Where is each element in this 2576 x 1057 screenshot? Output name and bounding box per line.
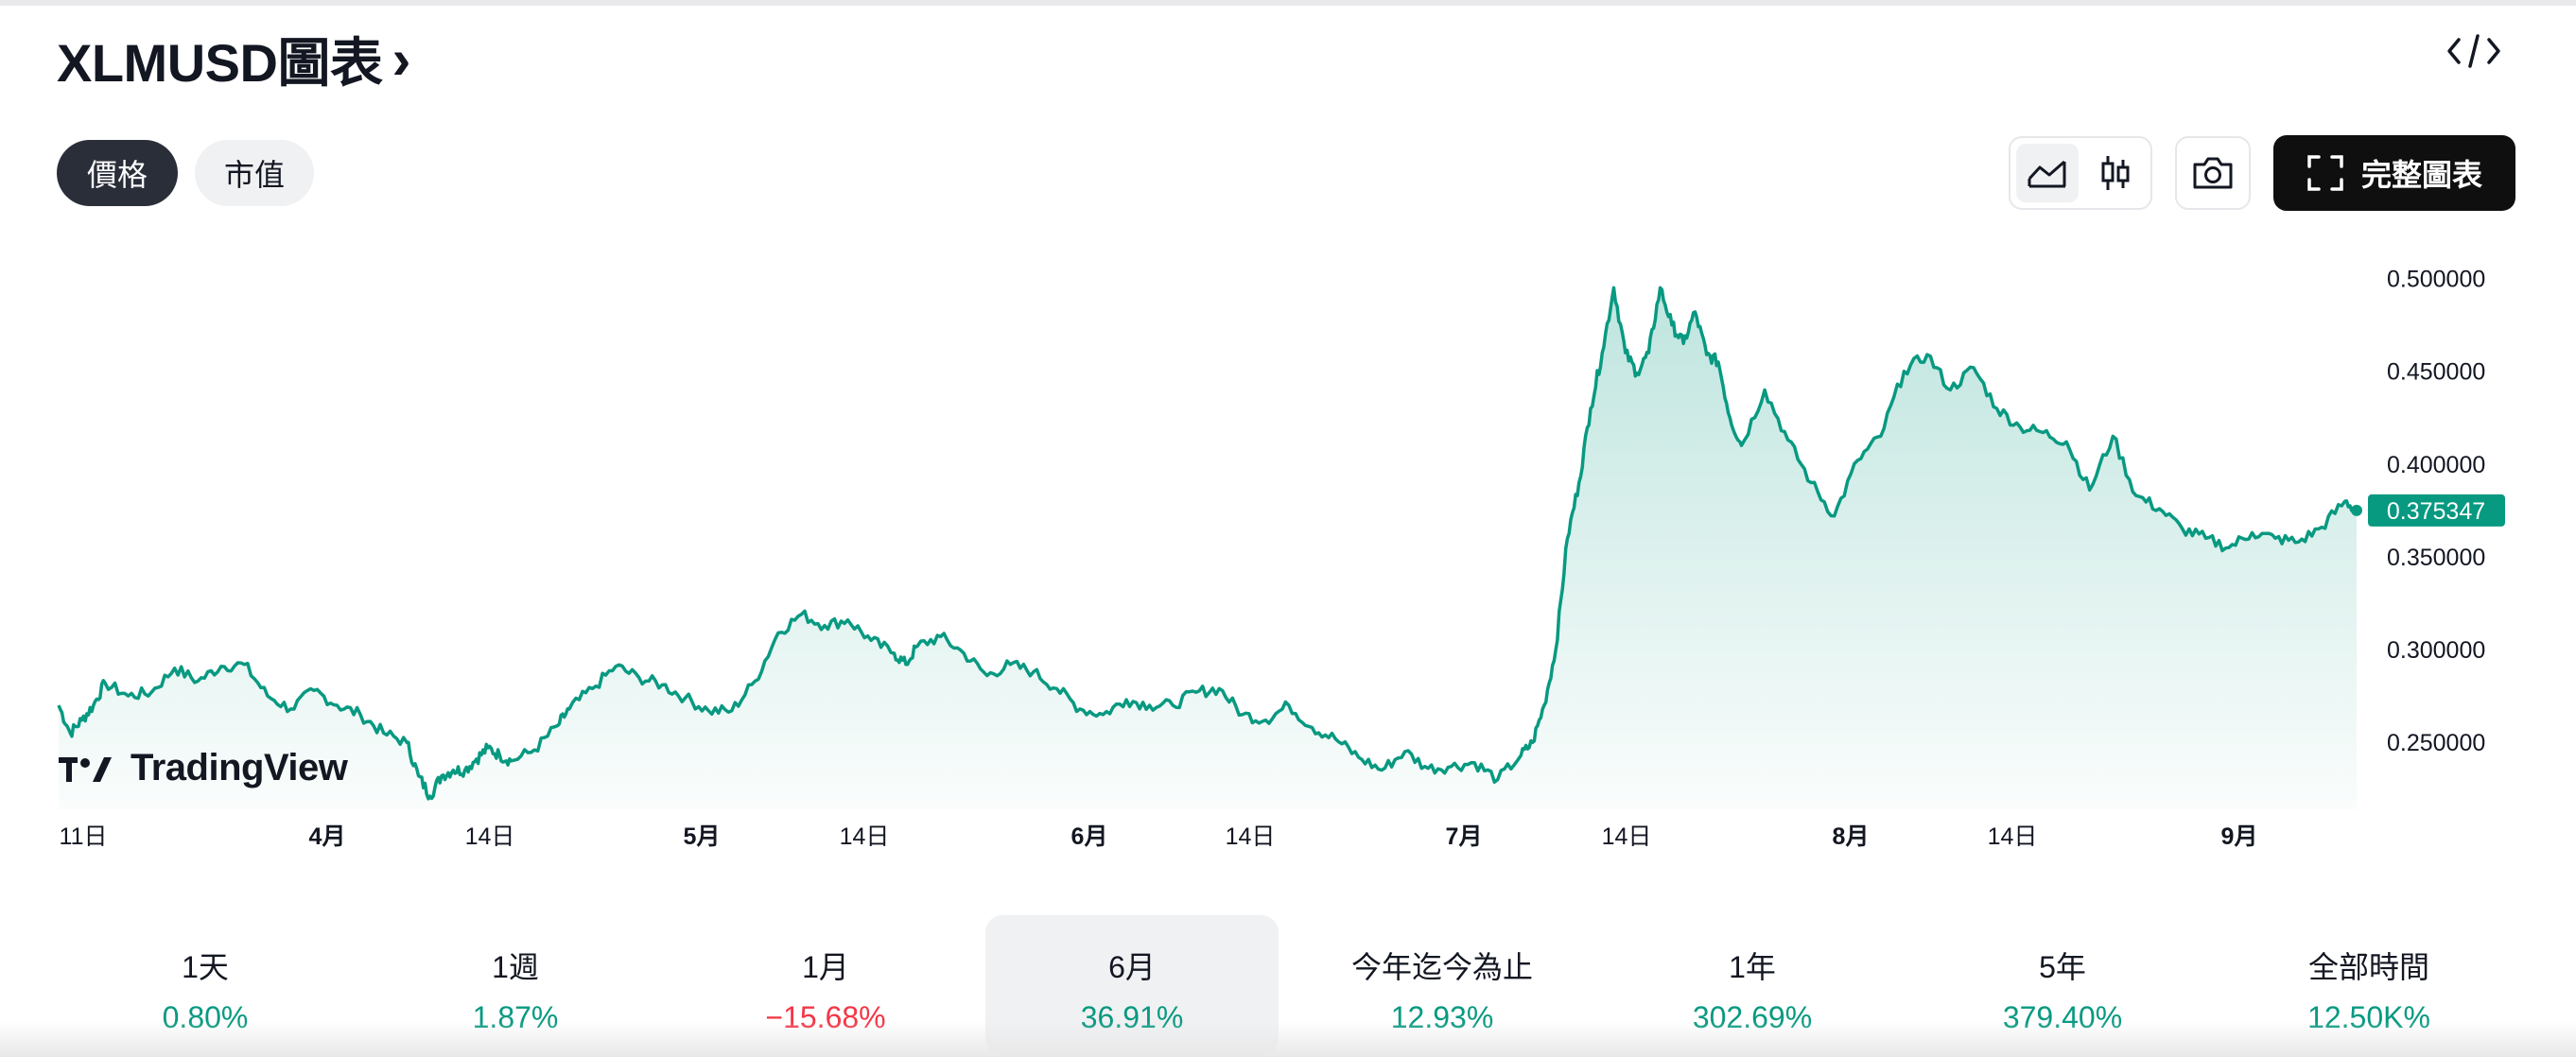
current-price-badge	[2368, 494, 2505, 527]
x-tick-label: 9月	[2221, 823, 2258, 850]
period-5y[interactable]: 5年 379.40%	[1916, 915, 2209, 1055]
chart-style-switcher	[2009, 136, 2152, 210]
current-price-label: 0.375347	[2387, 498, 2485, 525]
candlestick-icon[interactable]	[2084, 144, 2147, 202]
period-all-time[interactable]: 全部時間 12.50K%	[2222, 915, 2515, 1055]
x-tick-label: 14日	[1988, 823, 2038, 850]
period-change: 12.50K%	[2307, 1000, 2430, 1034]
full-chart-button[interactable]: 完整圖表	[2273, 135, 2515, 211]
x-tick-label: 6月	[1071, 823, 1108, 850]
x-tick-label: 14日	[465, 823, 515, 850]
y-tick-label: 0.450000	[2387, 359, 2485, 386]
camera-icon[interactable]	[2175, 136, 2251, 210]
period-label: 1月	[802, 950, 849, 984]
top-divider	[0, 0, 2576, 6]
period-label: 全部時間	[2307, 950, 2429, 984]
period-label: 6月	[1108, 950, 1156, 984]
y-tick-label: 0.250000	[2387, 730, 2485, 756]
chevron-right-icon: ›	[392, 27, 410, 91]
title-text: XLMUSD圖表	[57, 33, 383, 93]
y-tick-label: 0.500000	[2387, 267, 2485, 293]
price-area-fill	[59, 287, 2357, 809]
period-change: −15.68%	[765, 1000, 886, 1034]
area-chart-icon[interactable]	[2016, 144, 2079, 202]
x-tick-label: 5月	[684, 823, 721, 850]
tab-price[interactable]: 價格	[57, 140, 178, 206]
x-tick-label: 7月	[1446, 823, 1483, 850]
y-tick-label: 0.300000	[2387, 637, 2485, 664]
x-tick-label: 8月	[1833, 823, 1870, 850]
price-chart[interactable]: 0.500000 0.450000 0.400000 0.350000 0.300000…	[0, 0, 2576, 908]
period-1y[interactable]: 1年 302.69%	[1606, 915, 1899, 1055]
watermark-text: TradingView	[131, 747, 348, 788]
period-change: 36.91%	[1080, 1000, 1184, 1034]
tradingview-logo-icon	[59, 756, 112, 782]
period-change: 1.87%	[472, 1000, 559, 1034]
code-icon[interactable]	[2445, 28, 2502, 74]
period-label: 1年	[1729, 950, 1776, 984]
tradingview-watermark: TradingView	[59, 747, 348, 789]
x-tick-label: 14日	[840, 823, 890, 850]
period-label: 今年迄今為止	[1350, 950, 1533, 984]
page-title[interactable]: XLMUSD圖表 ›	[57, 21, 410, 97]
period-1w[interactable]: 1週 1.87%	[369, 915, 662, 1055]
current-price-dot	[2351, 504, 2362, 516]
x-tick-label: 11日	[60, 823, 108, 850]
period-performance-row: 1天 0.80% 1週 1.87% 1月 −15.68% 6月 36.91% 今…	[0, 908, 2576, 1057]
x-tick-label: 14日	[1602, 823, 1652, 850]
period-change: 0.80%	[162, 1000, 249, 1034]
full-chart-label: 完整圖表	[2360, 158, 2482, 192]
period-change: 302.69%	[1692, 1000, 1813, 1034]
period-label: 1天	[182, 950, 229, 984]
tab-market-cap[interactable]: 市值	[195, 140, 314, 206]
y-tick-label: 0.350000	[2387, 545, 2485, 571]
period-label: 1週	[492, 950, 539, 984]
x-tick-label: 4月	[309, 823, 346, 850]
x-tick-label: 14日	[1226, 823, 1276, 850]
period-ytd[interactable]: 今年迄今為止 12.93%	[1296, 915, 1589, 1055]
price-line	[57, 286, 2358, 801]
period-6m[interactable]: 6月 36.91%	[985, 915, 1279, 1055]
period-1d[interactable]: 1天 0.80%	[59, 915, 352, 1055]
period-label: 5年	[2039, 950, 2086, 984]
period-change: 379.40%	[2002, 1000, 2123, 1034]
y-tick-label: 0.400000	[2387, 452, 2485, 478]
period-change: 12.93%	[1390, 1000, 1494, 1034]
fullscreen-icon	[2307, 155, 2343, 191]
period-1m[interactable]: 1月 −15.68%	[679, 915, 972, 1055]
